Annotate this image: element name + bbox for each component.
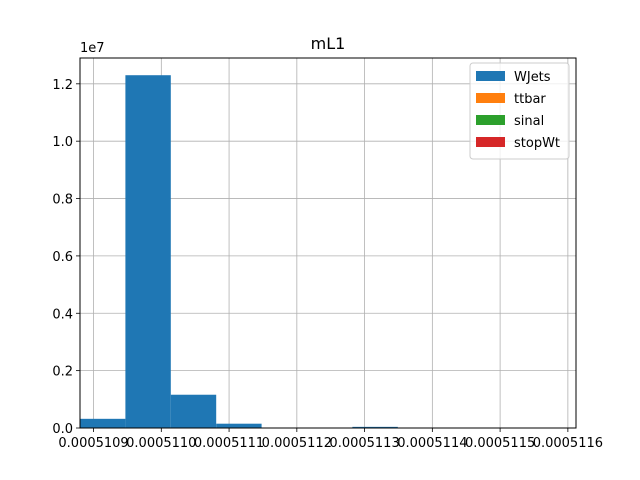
x-tick-label: 0.0005111 <box>194 436 264 451</box>
x-tick-label: 0.0005115 <box>465 436 535 451</box>
legend: WJets ttbar sinal stopWt <box>469 62 570 160</box>
plot-area-frame <box>79 57 577 429</box>
legend-label-ttbar: ttbar <box>514 92 546 107</box>
bar-wjets <box>352 426 398 428</box>
y-tick-label: 0.8 <box>52 193 73 208</box>
x-tick-label: 0.0005112 <box>262 436 332 451</box>
x-tick-label: 0.0005109 <box>58 436 128 451</box>
y-tick-label: 1.2 <box>52 78 73 93</box>
legend-swatch-wjets <box>476 71 505 81</box>
x-tick-label: 0.0005116 <box>533 436 603 451</box>
chart-title: mL1 <box>311 34 346 53</box>
y-tick-label: 0.0 <box>52 422 73 437</box>
x-tick-label: 0.0005113 <box>329 436 399 451</box>
y-tick-label: 1.0 <box>52 135 73 150</box>
x-axis-ticks: 0.00051090.00051100.00051110.00051120.00… <box>58 428 603 451</box>
y-tick-label: 0.4 <box>52 307 73 322</box>
legend-swatch-stopwt <box>476 137 505 147</box>
bars-layer <box>80 75 534 429</box>
legend-frame <box>469 62 570 160</box>
bar-wjets <box>125 75 171 429</box>
y-axis-ticks: 0.0 0.2 0.4 0.6 0.8 1.0 1.2 <box>52 78 80 437</box>
legend-swatch-ttbar <box>476 93 505 103</box>
legend-label-stopwt: stopWt <box>514 136 560 151</box>
legend-label-sinal: sinal <box>514 114 544 129</box>
x-tick-label: 0.0005110 <box>126 436 196 451</box>
legend-swatch-sinal <box>476 115 505 125</box>
y-tick-label: 0.2 <box>52 365 73 380</box>
bar-wjets <box>216 423 262 428</box>
bar-wjets <box>170 394 217 428</box>
legend-label-wjets: WJets <box>514 70 551 85</box>
x-tick-label: 0.0005114 <box>397 436 467 451</box>
y-offset-label: 1e7 <box>80 41 105 56</box>
y-tick-label: 0.6 <box>52 250 73 265</box>
bar-wjets <box>80 418 126 428</box>
